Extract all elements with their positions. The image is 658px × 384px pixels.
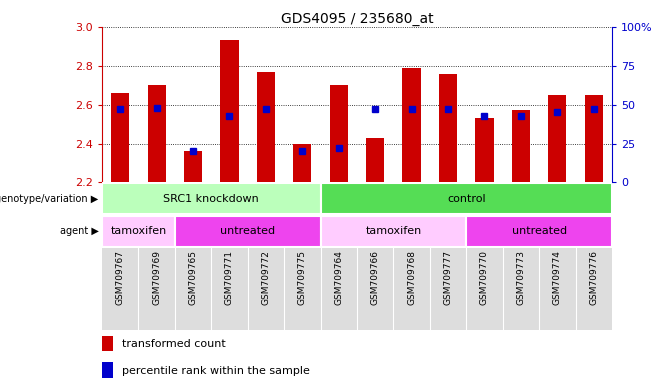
Bar	[102, 362, 113, 377]
Text: GSM709764: GSM709764	[334, 250, 343, 305]
Text: agent ▶: agent ▶	[60, 226, 99, 237]
Text: GSM709765: GSM709765	[189, 250, 197, 305]
Text: transformed count: transformed count	[122, 339, 226, 349]
Bar	[320, 216, 467, 247]
Text: percentile rank within the sample: percentile rank within the sample	[122, 366, 311, 376]
Bar	[293, 144, 311, 182]
Text: GSM709773: GSM709773	[517, 250, 525, 305]
Bar	[220, 40, 239, 182]
Text: GSM709774: GSM709774	[553, 250, 562, 305]
Bar	[330, 85, 348, 182]
Bar	[175, 216, 320, 247]
Text: GSM709776: GSM709776	[589, 250, 598, 305]
Text: GSM709777: GSM709777	[443, 250, 453, 305]
Text: GSM709770: GSM709770	[480, 250, 489, 305]
Bar	[548, 95, 567, 182]
Text: genotype/variation ▶: genotype/variation ▶	[0, 194, 99, 204]
Bar	[320, 183, 612, 214]
Text: GSM709769: GSM709769	[152, 250, 161, 305]
Text: control: control	[447, 194, 486, 204]
Text: GSM709768: GSM709768	[407, 250, 416, 305]
Text: GSM709767: GSM709767	[116, 250, 125, 305]
Text: GSM709766: GSM709766	[370, 250, 380, 305]
Bar	[439, 74, 457, 182]
Bar	[467, 216, 612, 247]
Bar	[512, 111, 530, 182]
Text: SRC1 knockdown: SRC1 knockdown	[163, 194, 259, 204]
Text: untreated: untreated	[220, 226, 275, 237]
Bar	[184, 151, 202, 182]
Text: GSM709775: GSM709775	[298, 250, 307, 305]
Text: GSM709772: GSM709772	[261, 250, 270, 305]
Text: GSM709771: GSM709771	[225, 250, 234, 305]
Bar	[475, 118, 494, 182]
Text: untreated: untreated	[511, 226, 567, 237]
Text: tamoxifen: tamoxifen	[111, 226, 166, 237]
Bar	[111, 93, 130, 182]
Bar	[403, 68, 420, 182]
Bar	[584, 95, 603, 182]
Text: tamoxifen: tamoxifen	[365, 226, 422, 237]
Bar	[102, 216, 175, 247]
Bar	[257, 71, 275, 182]
Bar	[102, 183, 320, 214]
Bar	[366, 138, 384, 182]
Bar	[147, 85, 166, 182]
Title: GDS4095 / 235680_at: GDS4095 / 235680_at	[281, 12, 433, 26]
Bar	[102, 336, 113, 351]
